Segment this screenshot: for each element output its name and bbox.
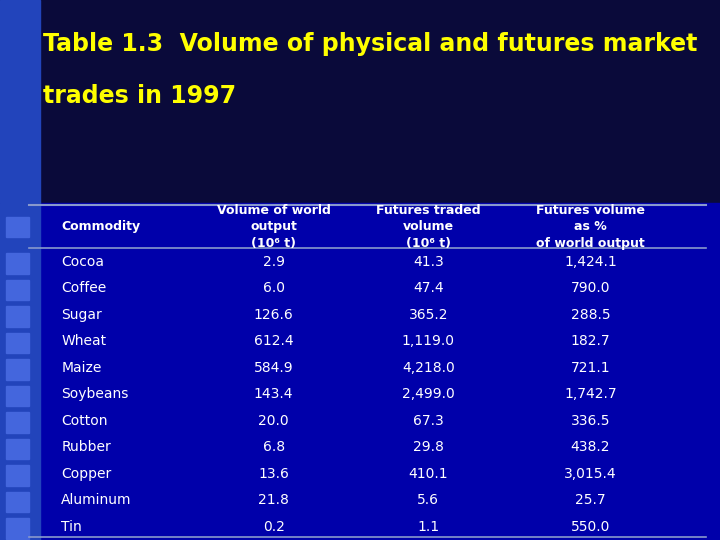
Text: 550.0: 550.0 <box>571 519 610 534</box>
Bar <box>6 333 29 353</box>
Bar <box>6 438 29 459</box>
Text: 143.4: 143.4 <box>254 387 293 401</box>
Text: 2,499.0: 2,499.0 <box>402 387 455 401</box>
Bar <box>6 253 29 274</box>
Text: Wheat: Wheat <box>61 334 107 348</box>
Text: Sugar: Sugar <box>61 308 102 322</box>
Text: Tin: Tin <box>61 519 82 534</box>
Text: 3,015.4: 3,015.4 <box>564 467 617 481</box>
Text: trades in 1997: trades in 1997 <box>43 84 236 107</box>
Text: 288.5: 288.5 <box>570 308 611 322</box>
Text: 410.1: 410.1 <box>408 467 449 481</box>
Text: 67.3: 67.3 <box>413 414 444 428</box>
Text: 1,742.7: 1,742.7 <box>564 387 617 401</box>
Text: 6.8: 6.8 <box>263 440 284 454</box>
Text: 721.1: 721.1 <box>570 361 611 375</box>
Text: 4,218.0: 4,218.0 <box>402 361 455 375</box>
Text: 790.0: 790.0 <box>571 281 610 295</box>
Text: Coffee: Coffee <box>61 281 107 295</box>
Bar <box>0 202 40 540</box>
Text: Aluminum: Aluminum <box>61 493 132 507</box>
Bar <box>6 412 29 433</box>
Text: 126.6: 126.6 <box>253 308 294 322</box>
Text: 20.0: 20.0 <box>258 414 289 428</box>
Text: Copper: Copper <box>61 467 112 481</box>
Text: Table 1.3  Volume of physical and futures market: Table 1.3 Volume of physical and futures… <box>43 32 698 56</box>
Text: Cocoa: Cocoa <box>61 255 104 269</box>
Text: 612.4: 612.4 <box>253 334 294 348</box>
Bar <box>6 518 29 538</box>
Text: Rubber: Rubber <box>61 440 111 454</box>
Bar <box>6 491 29 512</box>
Bar <box>6 386 29 406</box>
Text: Futures traded
volume
(10⁶ t): Futures traded volume (10⁶ t) <box>376 204 481 250</box>
Bar <box>6 217 29 238</box>
Text: Futures volume
as %
of world output: Futures volume as % of world output <box>536 204 645 250</box>
Text: Maize: Maize <box>61 361 102 375</box>
Bar <box>6 306 29 327</box>
Text: 29.8: 29.8 <box>413 440 444 454</box>
Text: 1,424.1: 1,424.1 <box>564 255 617 269</box>
Text: 13.6: 13.6 <box>258 467 289 481</box>
Bar <box>6 465 29 485</box>
Bar <box>6 280 29 300</box>
Text: 21.8: 21.8 <box>258 493 289 507</box>
Text: Soybeans: Soybeans <box>61 387 129 401</box>
Text: 41.3: 41.3 <box>413 255 444 269</box>
Text: 336.5: 336.5 <box>571 414 610 428</box>
Text: 2.9: 2.9 <box>263 255 284 269</box>
Bar <box>0 202 720 540</box>
Bar <box>0 0 40 202</box>
Text: 584.9: 584.9 <box>253 361 294 375</box>
Text: 182.7: 182.7 <box>570 334 611 348</box>
Text: 0.2: 0.2 <box>263 519 284 534</box>
Text: 1.1: 1.1 <box>418 519 439 534</box>
Text: 1,119.0: 1,119.0 <box>402 334 455 348</box>
Text: Volume of world
output
(10⁶ t): Volume of world output (10⁶ t) <box>217 204 330 250</box>
Text: 5.6: 5.6 <box>418 493 439 507</box>
Text: 365.2: 365.2 <box>409 308 448 322</box>
Text: 438.2: 438.2 <box>571 440 610 454</box>
Text: 6.0: 6.0 <box>263 281 284 295</box>
Bar <box>6 359 29 380</box>
Text: 47.4: 47.4 <box>413 281 444 295</box>
Text: Cotton: Cotton <box>61 414 108 428</box>
Text: Commodity: Commodity <box>61 220 140 233</box>
Text: 25.7: 25.7 <box>575 493 606 507</box>
Bar <box>0 0 720 202</box>
